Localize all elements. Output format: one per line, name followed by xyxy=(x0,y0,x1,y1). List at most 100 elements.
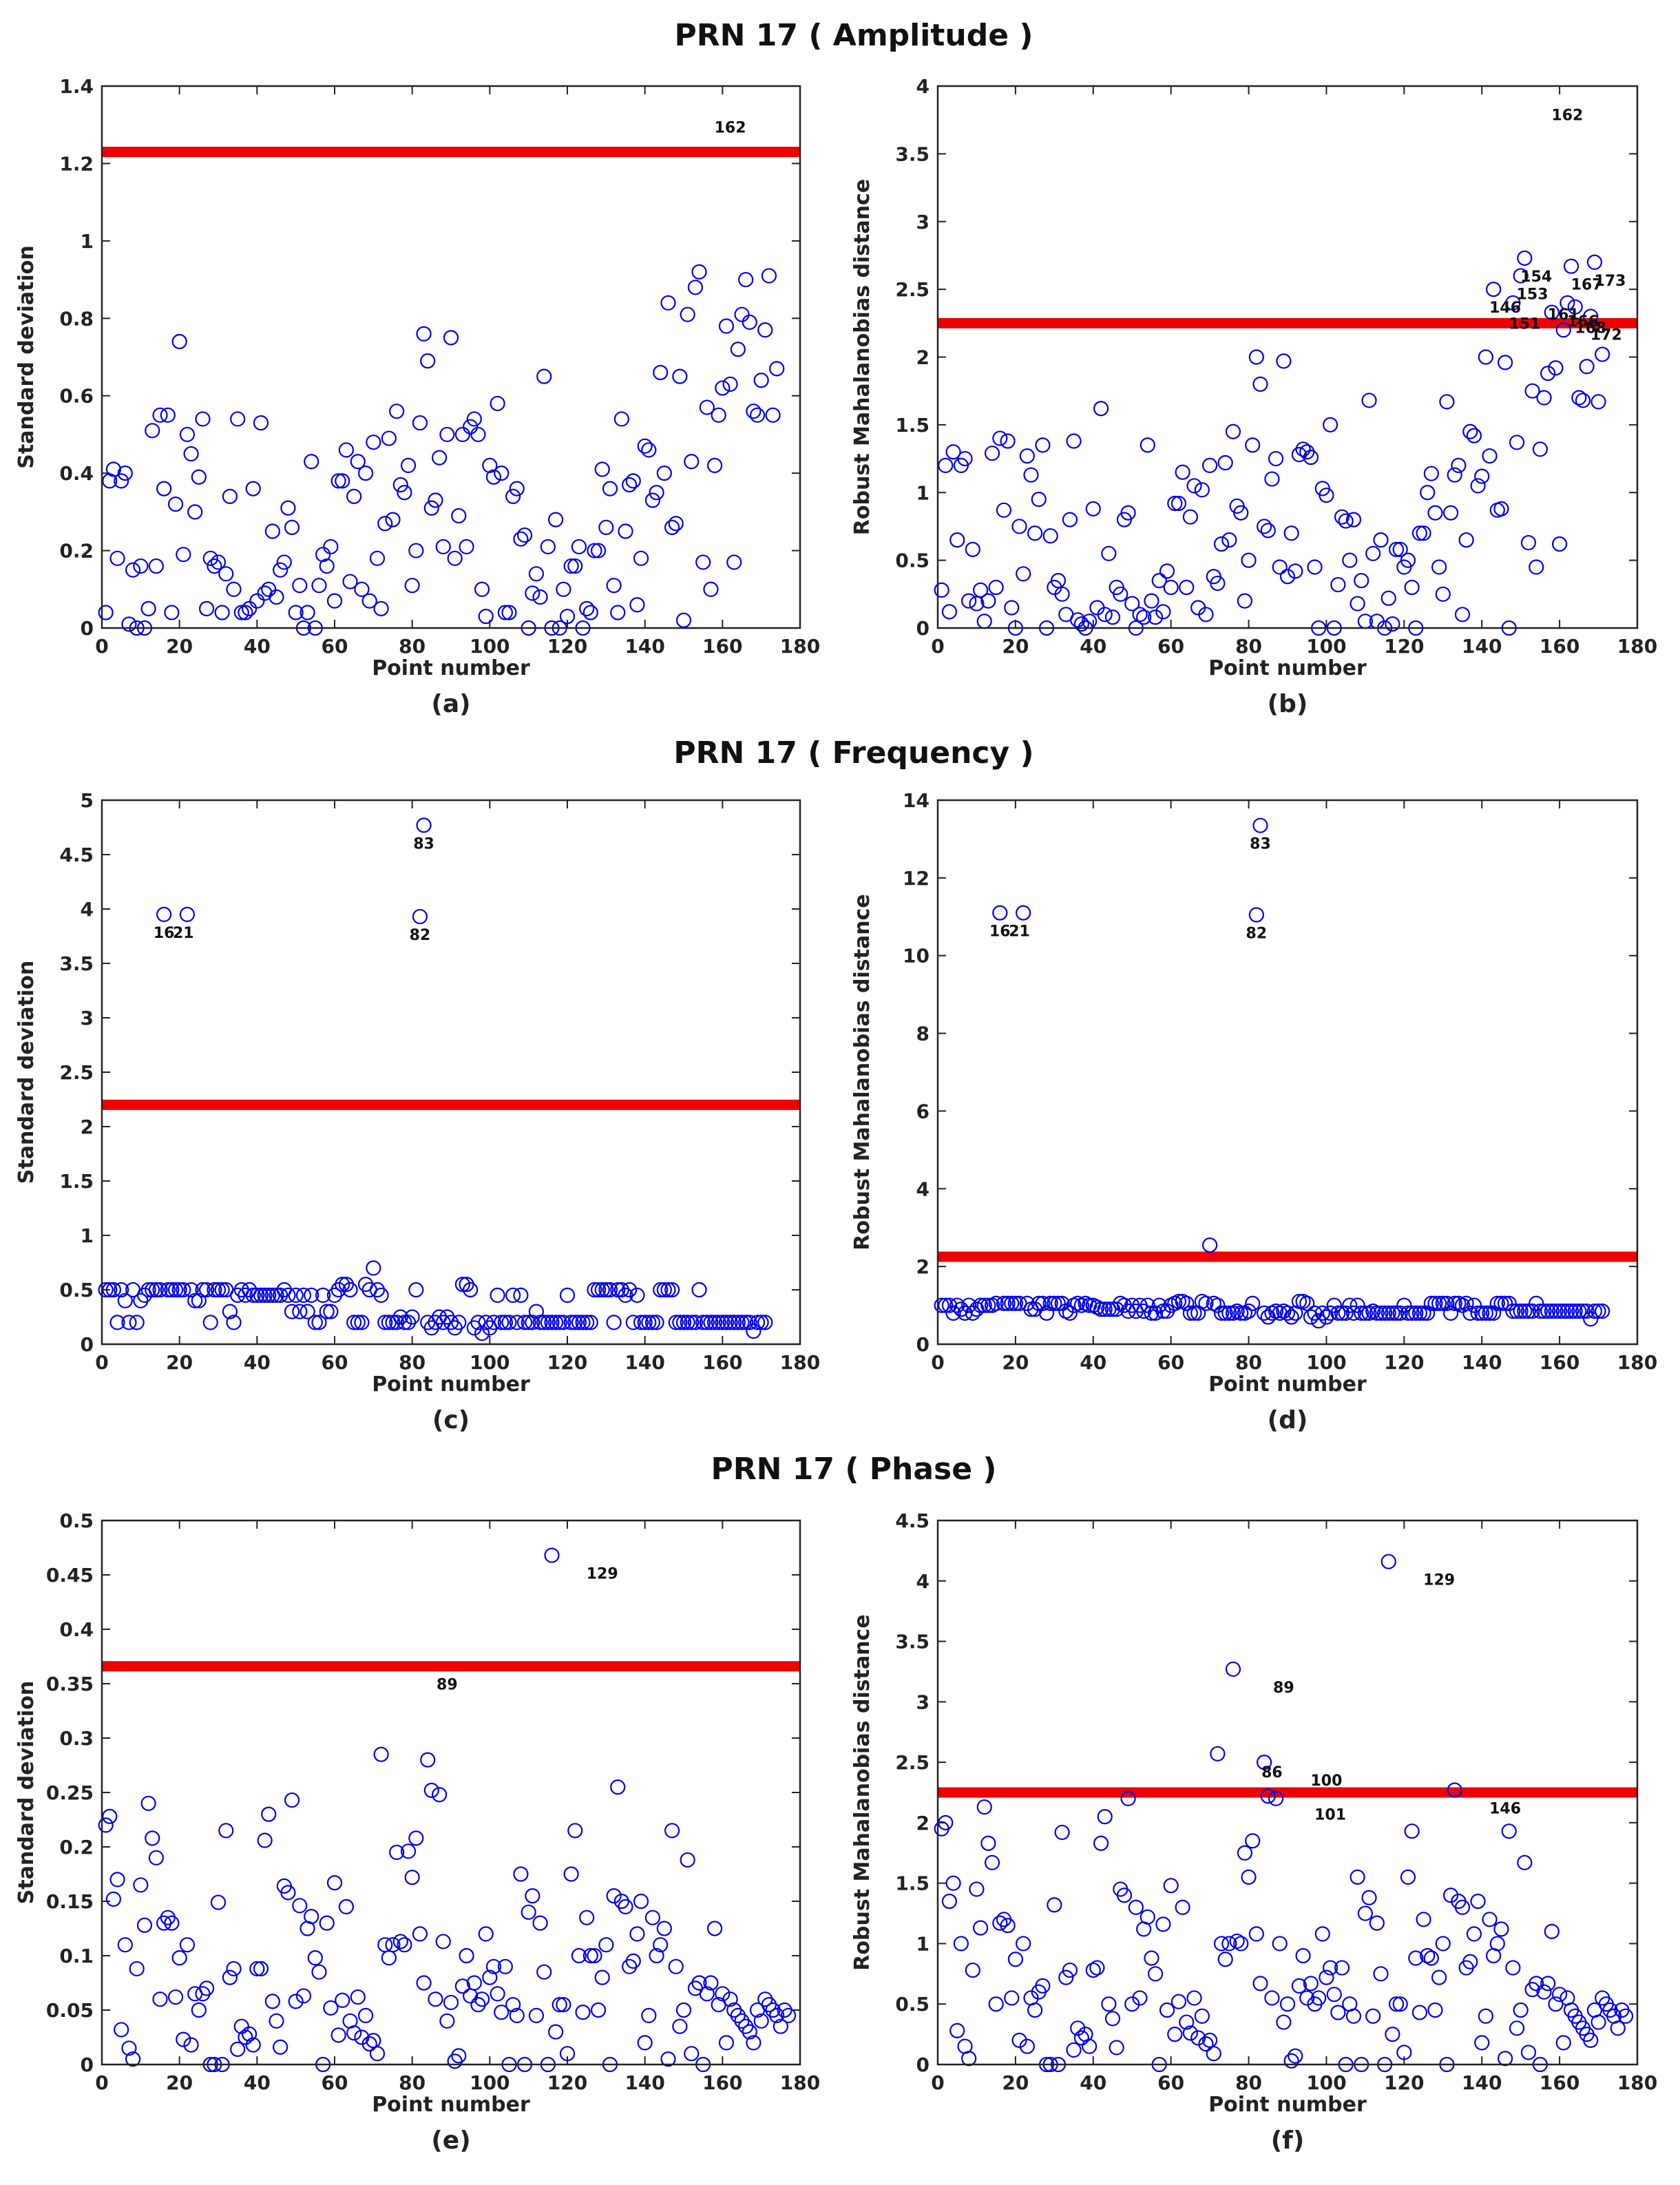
data-point xyxy=(346,1315,362,1330)
data-point xyxy=(547,1315,564,1330)
data-point xyxy=(330,2027,346,2043)
data-point xyxy=(691,1282,707,1298)
data-point xyxy=(435,1934,451,1949)
data-point xyxy=(373,1746,389,1762)
x-tick-label: 0 xyxy=(931,635,944,658)
data-point xyxy=(164,1915,180,1931)
data-point xyxy=(1027,525,1043,541)
data-point xyxy=(385,512,401,527)
data-point xyxy=(1385,1305,1400,1321)
x-tick-label: 120 xyxy=(1384,2071,1424,2094)
data-point xyxy=(1408,1950,1424,1966)
data-point xyxy=(230,2041,246,2057)
data-point xyxy=(1175,464,1190,480)
data-point xyxy=(350,454,366,470)
data-point xyxy=(1447,1782,1462,1798)
data-point xyxy=(1179,579,1195,596)
x-tick-label: 120 xyxy=(1384,635,1424,658)
x-tick-label: 140 xyxy=(1462,2071,1502,2094)
data-point xyxy=(602,1282,618,1298)
data-point xyxy=(98,605,114,620)
outlier-label: 21 xyxy=(1009,923,1030,941)
outlier-label: 16 xyxy=(154,925,175,942)
data-point xyxy=(1326,1297,1342,1313)
data-point xyxy=(1385,2027,1400,2042)
data-point xyxy=(1155,1303,1171,1319)
data-point xyxy=(238,2029,253,2045)
data-point xyxy=(292,1304,308,1319)
data-point xyxy=(129,1961,145,1977)
y-tick-label: 1.5 xyxy=(895,414,930,437)
outlier-label: 154 xyxy=(1520,269,1552,286)
data-point xyxy=(938,1297,954,1313)
data-point xyxy=(613,411,629,427)
data-point xyxy=(753,1315,769,1330)
data-point xyxy=(1532,441,1548,457)
data-point xyxy=(1380,1305,1396,1321)
data-point xyxy=(1050,1295,1067,1311)
data-point xyxy=(428,1991,443,2007)
data-point xyxy=(641,442,657,458)
data-point xyxy=(1529,1295,1544,1311)
data-point xyxy=(1392,1305,1408,1321)
x-tick-label: 20 xyxy=(1002,2071,1029,2094)
data-point xyxy=(245,481,261,496)
data-point xyxy=(1182,2025,1198,2041)
data-point xyxy=(1442,1888,1459,1903)
data-point xyxy=(1513,2002,1529,2018)
data-point xyxy=(1350,596,1365,611)
y-tick-label: 1 xyxy=(916,481,930,504)
data-point xyxy=(1560,1303,1575,1319)
data-point xyxy=(323,539,339,555)
data-point xyxy=(1470,1305,1486,1321)
data-point xyxy=(972,1920,989,1936)
data-point xyxy=(152,1991,168,2007)
y-tick-label: 0.15 xyxy=(46,1890,94,1913)
data-point xyxy=(965,1962,980,1978)
y-tick-label: 3 xyxy=(81,1007,94,1029)
data-point xyxy=(559,1287,576,1304)
data-point xyxy=(1423,1295,1439,1311)
panel-caption: (f) xyxy=(1271,2126,1305,2155)
data-point xyxy=(684,454,700,470)
data-point xyxy=(525,1888,540,1904)
y-tick-label: 3.5 xyxy=(895,143,930,165)
y-axis-label: Robust Mahalanobias distance xyxy=(850,894,874,1250)
data-point xyxy=(1520,1303,1537,1319)
y-tick-label: 2 xyxy=(916,346,930,369)
data-point xyxy=(1474,1305,1490,1321)
data-point xyxy=(664,519,680,535)
data-point xyxy=(423,500,439,516)
data-point xyxy=(167,1989,184,2005)
data-point xyxy=(1489,1295,1505,1311)
y-axis-label: Standard deviation xyxy=(14,961,39,1184)
data-point xyxy=(1493,501,1509,516)
data-point xyxy=(439,2013,455,2029)
data-point xyxy=(757,322,773,338)
data-point xyxy=(540,539,556,555)
outlier-label: 86 xyxy=(1261,1764,1283,1781)
data-point xyxy=(691,264,707,280)
data-point xyxy=(1586,1303,1603,1319)
data-point xyxy=(734,306,750,322)
data-point xyxy=(1011,2032,1027,2048)
x-tick-label: 160 xyxy=(1540,2071,1579,2094)
data-point xyxy=(711,407,726,423)
data-point xyxy=(187,504,203,520)
data-point xyxy=(366,435,381,450)
data-point xyxy=(1194,2008,1210,2024)
data-point xyxy=(408,543,424,558)
data-point xyxy=(373,1287,389,1304)
outlier-label: 83 xyxy=(413,835,434,853)
data-point xyxy=(547,512,564,527)
data-point xyxy=(319,1304,335,1319)
data-point xyxy=(451,1315,467,1330)
data-point xyxy=(1221,1936,1237,1952)
data-point xyxy=(1097,1809,1113,1825)
plot-frame xyxy=(101,85,801,629)
y-tick-label: 2.5 xyxy=(895,278,930,301)
data-point xyxy=(202,550,218,566)
data-point xyxy=(1330,576,1346,593)
data-point xyxy=(1085,501,1101,516)
panel-caption: (c) xyxy=(432,1406,470,1434)
